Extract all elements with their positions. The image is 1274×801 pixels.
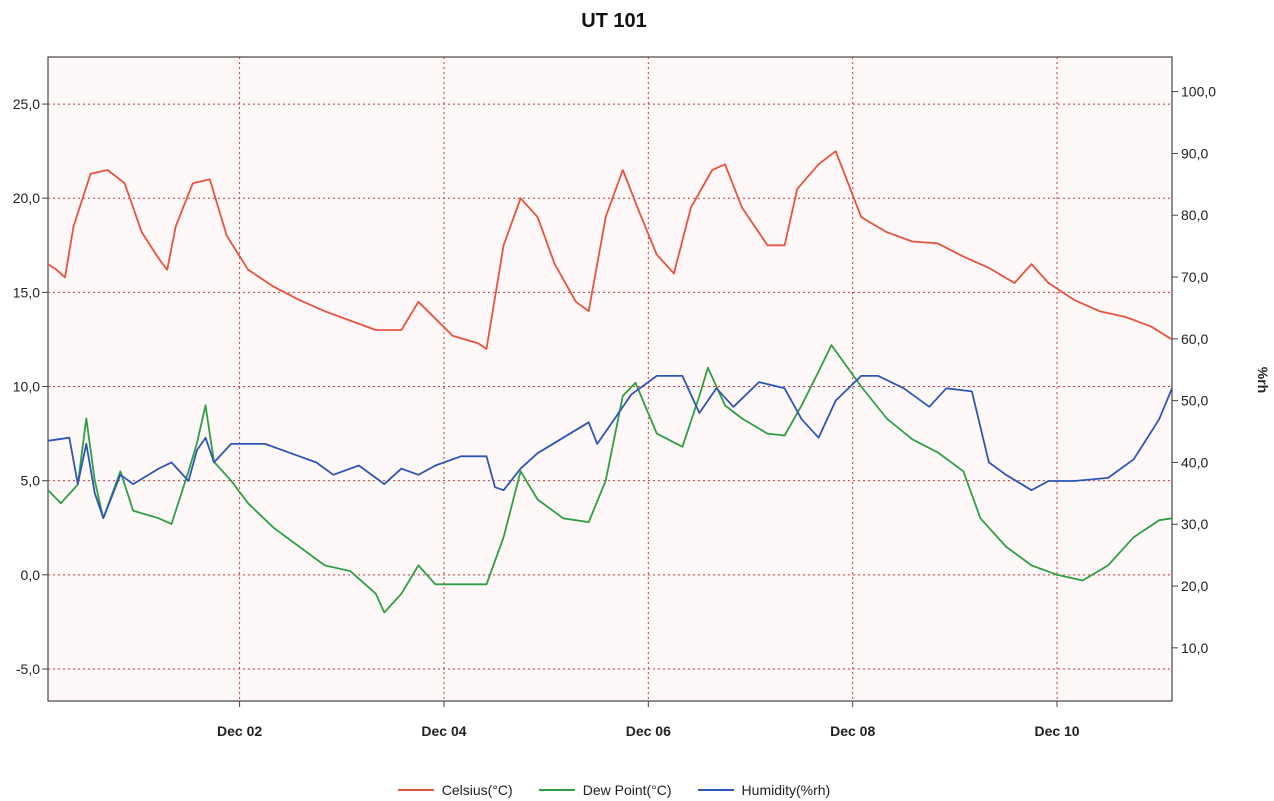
legend-swatch: [397, 789, 434, 791]
legend-item: Dew Point(°C): [538, 782, 672, 798]
y-right-tick-label: 90,0: [1181, 145, 1208, 161]
axis-layer: 25,0 20,0 15,0 10,0 5,0 0,0 -5,0 100,0 90,0 80,0 7…: [13, 84, 1216, 739]
y-left-tick-label: 25,0: [13, 96, 40, 112]
y-left-tick-label: 10,0: [13, 379, 40, 395]
legend: Celsius(°C) Dew Point(°C) Humidity(%rh): [0, 782, 1228, 798]
y-right-tick-label: 60,0: [1181, 331, 1208, 347]
y-left-tick-label: -5,0: [16, 661, 40, 677]
y-right-tick-label: 100,0: [1181, 84, 1216, 100]
x-tick-label: Dec 02: [217, 723, 262, 739]
y-right-tick-label: 50,0: [1181, 393, 1208, 409]
y-axis-label-right: %rh: [1255, 367, 1271, 393]
legend-label: Humidity(%rh): [741, 782, 831, 798]
grid-layer: [48, 57, 1172, 701]
y-right-tick-label: 40,0: [1181, 454, 1208, 470]
y-right-tick-label: 20,0: [1181, 578, 1208, 594]
y-right-tick-label: 30,0: [1181, 516, 1208, 532]
y-right-tick-label: 10,0: [1181, 640, 1208, 656]
legend-item: Celsius(°C): [397, 782, 513, 798]
y-left-tick-label: 20,0: [13, 190, 40, 206]
x-tick-label: Dec 08: [830, 723, 875, 739]
x-tick-label: Dec 10: [1034, 723, 1079, 739]
series-line-celsius: [47, 150, 1173, 350]
y-left-tick-label: 15,0: [13, 284, 40, 300]
legend-label: Celsius(°C): [441, 782, 513, 798]
y-left-tick-label: 5,0: [21, 473, 41, 489]
chart-title: UT 101: [581, 10, 647, 32]
legend-label: Dew Point(°C): [582, 782, 672, 798]
y-right-tick-label: 70,0: [1181, 269, 1208, 285]
series-layer: [47, 150, 1173, 614]
series-line-dew-point: [47, 344, 1173, 614]
legend-item: Humidity(%rh): [697, 782, 831, 798]
plot-area: [47, 56, 1173, 702]
series-line-humidity: [47, 375, 1173, 519]
legend-swatch: [697, 789, 734, 791]
x-tick-label: Dec 06: [626, 723, 671, 739]
legend-swatch: [538, 789, 575, 791]
x-tick-label: Dec 04: [421, 723, 466, 739]
y-left-tick-label: 0,0: [21, 567, 41, 583]
y-right-tick-label: 80,0: [1181, 207, 1208, 223]
